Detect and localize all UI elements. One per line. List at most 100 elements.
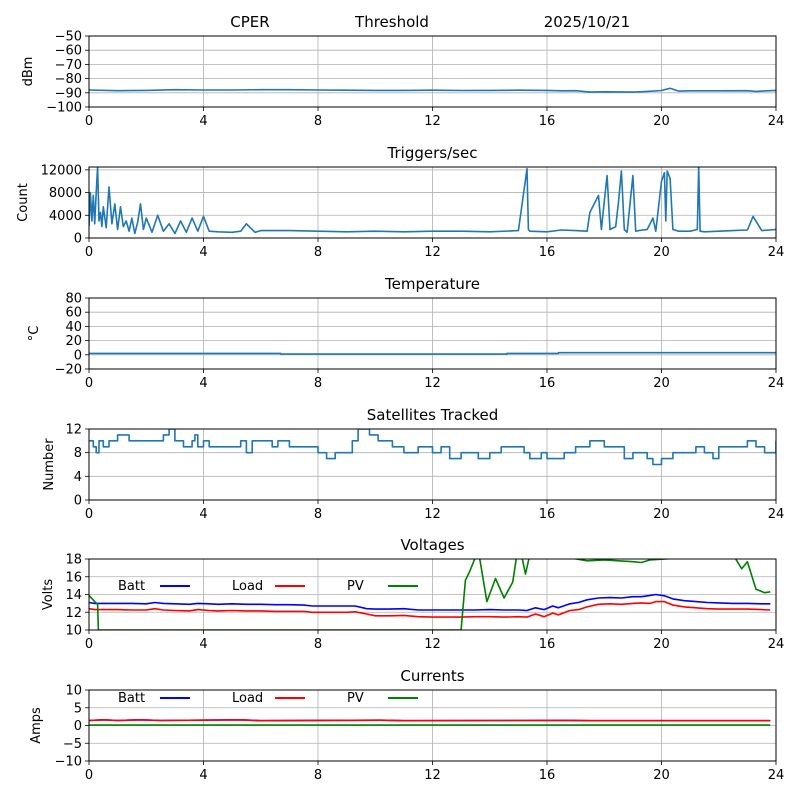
y-tick-label: 40 (65, 320, 82, 335)
y-tick-label: 12000 (41, 163, 82, 178)
x-tick-label: 24 (768, 114, 785, 129)
x-tick-label: 20 (653, 637, 670, 652)
legend-label-load: Load (232, 579, 263, 594)
legend-label-batt: Batt (118, 691, 145, 706)
chart-title: Temperature (384, 275, 480, 293)
series-line-triggers (89, 167, 776, 235)
y-tick-label: 5 (74, 701, 82, 716)
y-tick-label: −80 (55, 72, 82, 87)
y-tick-label: 14 (65, 588, 82, 603)
chart-panel-1: 0 4 8 12 16 20 24 0 4000 8000 12000 Triggers/sec Cou… (16, 144, 784, 260)
x-tick-label: 24 (768, 245, 785, 260)
header-date: 2025/10/21 (544, 13, 630, 31)
x-tick-label: 16 (539, 507, 556, 522)
x-tick-label: 8 (314, 768, 322, 783)
series-line-satellites (89, 429, 776, 466)
x-tick-label: 24 (768, 637, 785, 652)
y-tick-label: 4000 (49, 209, 82, 224)
y-axis-label: Amps (29, 707, 44, 744)
y-tick-label: −60 (55, 44, 82, 59)
series-line-batt (89, 593, 771, 612)
y-tick-label: −100 (46, 101, 82, 116)
x-tick-label: 20 (653, 376, 670, 391)
legend-label-pv: PV (347, 691, 364, 706)
x-tick-label: 0 (85, 768, 93, 783)
series-line-load (89, 718, 771, 722)
y-tick-label: 0 (74, 232, 82, 247)
y-tick-label: −90 (55, 86, 82, 101)
y-axis-label: dBm (21, 57, 36, 87)
x-tick-label: 12 (424, 245, 441, 260)
x-tick-label: 4 (199, 768, 207, 783)
x-tick-label: 16 (539, 245, 556, 260)
y-tick-label: 0 (74, 494, 82, 509)
y-tick-label: 0 (74, 719, 82, 734)
y-tick-label: 12 (65, 423, 82, 438)
header-mode: Threshold (354, 13, 429, 31)
y-axis-label: °C (27, 326, 42, 342)
x-tick-label: 16 (539, 114, 556, 129)
x-tick-label: 20 (653, 114, 670, 129)
x-tick-label: 24 (768, 507, 785, 522)
x-tick-label: 0 (85, 637, 93, 652)
x-tick-label: 16 (539, 637, 556, 652)
chart-panel-4: 0 4 8 12 16 20 24 10 12 14 16 18 Voltages Volts Batt Lo… (41, 536, 784, 652)
x-tick-label: 16 (539, 768, 556, 783)
x-tick-label: 24 (768, 768, 785, 783)
y-tick-label: 8 (74, 446, 82, 461)
x-tick-label: 20 (653, 507, 670, 522)
x-tick-label: 8 (314, 245, 322, 260)
chart-panel-0: 0 4 8 12 16 20 24 −100−90−80−70−60−50 dBm (21, 30, 784, 130)
x-tick-label: 8 (314, 637, 322, 652)
legend-label-load: Load (232, 691, 263, 706)
x-tick-label: 4 (199, 507, 207, 522)
x-tick-label: 24 (768, 376, 785, 391)
y-tick-label: −50 (55, 30, 82, 45)
y-tick-label: 18 (65, 553, 82, 568)
y-tick-label: 80 (65, 292, 82, 307)
y-tick-label: 4 (74, 470, 82, 485)
y-axis-label: Volts (41, 579, 56, 611)
x-tick-label: 0 (85, 376, 93, 391)
y-tick-label: 16 (65, 570, 82, 585)
y-tick-label: 60 (65, 306, 82, 321)
x-tick-label: 8 (314, 507, 322, 522)
y-axis-label: Number (42, 438, 57, 491)
header-site: CPER (230, 13, 269, 31)
series-line-threshold (89, 87, 776, 93)
y-tick-label: −70 (55, 58, 82, 73)
legend-label-batt: Batt (118, 579, 145, 594)
y-tick-label: 10 (65, 624, 82, 639)
y-tick-label: −5 (63, 737, 82, 752)
y-tick-label: 20 (65, 334, 82, 349)
chart-title: Triggers/sec (387, 144, 478, 162)
series-line-load (89, 600, 771, 618)
x-tick-label: 0 (85, 507, 93, 522)
x-tick-label: 12 (424, 507, 441, 522)
x-tick-label: 20 (653, 245, 670, 260)
chart-title: Currents (400, 667, 464, 685)
x-tick-label: 0 (85, 114, 93, 129)
x-tick-label: 4 (199, 245, 207, 260)
x-tick-label: 12 (424, 376, 441, 391)
chart-title: Satellites Tracked (367, 406, 498, 424)
y-tick-label: −10 (55, 755, 82, 770)
x-tick-label: 12 (424, 114, 441, 129)
y-tick-label: 8000 (49, 186, 82, 201)
x-tick-label: 12 (424, 768, 441, 783)
x-tick-label: 4 (199, 637, 207, 652)
x-tick-label: 0 (85, 245, 93, 260)
x-tick-label: 4 (199, 376, 207, 391)
x-tick-label: 8 (314, 114, 322, 129)
y-tick-label: −20 (55, 363, 82, 378)
y-tick-label: 10 (65, 684, 82, 699)
y-tick-label: 12 (65, 606, 82, 621)
chart-panel-5: 0 4 8 12 16 20 24 −10 −5 0 5 10 Currents Amps Batt Load… (29, 667, 784, 783)
y-axis-label: Count (16, 183, 31, 222)
x-tick-label: 12 (424, 637, 441, 652)
x-tick-label: 4 (199, 114, 207, 129)
legend-label-pv: PV (347, 579, 364, 594)
